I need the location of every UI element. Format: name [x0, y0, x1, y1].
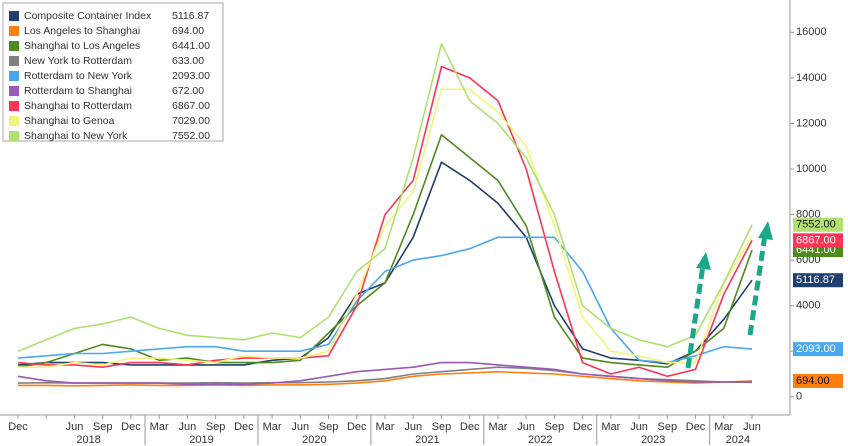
x-tick-label: Jun [517, 421, 535, 433]
legend-label: Shanghai to Los Angeles [24, 40, 140, 52]
legend-swatch [9, 41, 19, 51]
x-tick-label: Mar [263, 421, 282, 433]
x-tick-label: Jun [66, 421, 84, 433]
x-tick-label: Jun [291, 421, 309, 433]
series-line [17, 361, 753, 386]
y-tick-label: 0 [796, 391, 802, 403]
value-tag [793, 342, 843, 357]
arrow-head [758, 221, 773, 240]
x-tick-label: Jun [404, 421, 422, 433]
year-label: 2020 [302, 434, 326, 446]
legend-label: Rotterdam to New York [24, 70, 133, 82]
legend-label: Shanghai to Genoa [24, 115, 115, 127]
series-line [17, 134, 753, 369]
x-tick-label: Sep [545, 421, 565, 433]
year-label: 2022 [528, 434, 552, 446]
x-tick-label: Jun [630, 421, 648, 433]
x-tick-label: Jun [179, 421, 197, 433]
value-tag-label: 5116.87 [796, 274, 835, 286]
legend-value: 5116.87 [172, 10, 209, 22]
legend-swatch [9, 71, 19, 81]
y-tick-label: 10000 [796, 163, 827, 175]
legend-swatch [9, 11, 19, 21]
legend-swatch [9, 101, 19, 111]
legend-label: Composite Container Index [24, 10, 152, 22]
x-tick-label: Sep [206, 421, 226, 433]
x-tick-label: Mar [376, 421, 395, 433]
value-tag-label: 7552.00 [796, 219, 836, 231]
legend-label: Shanghai to New York [24, 130, 128, 142]
series-line [17, 65, 753, 378]
y-tick-label: 14000 [796, 72, 827, 84]
legend-swatch [9, 26, 19, 36]
legend-box [2, 2, 224, 142]
arrow [685, 264, 706, 369]
value-tag-label: 2093.00 [796, 343, 836, 355]
value-tag [793, 217, 843, 232]
value-tag [793, 273, 843, 288]
series-line [17, 42, 753, 352]
x-tick-label: Sep [319, 421, 339, 433]
legend-swatch [9, 86, 19, 96]
legend-label: Los Angeles to Shanghai [24, 25, 140, 37]
legend-value: 672.00 [172, 85, 204, 97]
series-line [17, 236, 753, 364]
x-tick-label: Dec [121, 421, 141, 433]
legend-label: Rotterdam to Shanghai [24, 85, 132, 97]
legend-value: 633.00 [172, 55, 204, 67]
arrow-head [696, 252, 711, 270]
y-tick-label: 4000 [796, 300, 820, 312]
value-tag [793, 233, 843, 248]
legend-label: Shanghai to Rotterdam [24, 100, 132, 112]
x-tick-label: Dec [460, 421, 480, 433]
legend-value: 7029.00 [172, 115, 210, 127]
legend-value: 694.00 [172, 25, 204, 37]
lines [17, 42, 753, 387]
year-label: 2021 [415, 434, 439, 446]
year-label: 2019 [189, 434, 213, 446]
legend-label: New York to Rotterdam [24, 55, 132, 67]
arrows [685, 221, 773, 369]
value-tag-label: 694.00 [796, 375, 830, 387]
x-tick-label: Sep [93, 421, 113, 433]
legend-swatch [9, 56, 19, 66]
value-tag-label: 6867.00 [796, 234, 836, 246]
series-line [18, 370, 753, 387]
x-tick-label: Sep [658, 421, 678, 433]
legend-value: 6441.00 [172, 40, 210, 52]
series-line [18, 88, 753, 369]
y-tick-label: 16000 [796, 26, 827, 38]
value-tag [793, 373, 843, 388]
y-tick-label: 12000 [796, 117, 827, 129]
x-tick-label: Mar [714, 421, 733, 433]
legend-value: 2093.00 [172, 70, 210, 82]
x-tick-label: Sep [432, 421, 452, 433]
year-label: 2024 [726, 434, 750, 446]
x-tick-label: Mar [601, 421, 620, 433]
legend-value: 7552.00 [172, 130, 210, 142]
year-label: 2018 [76, 434, 100, 446]
y-tick-label: 8000 [796, 208, 820, 220]
x-tick-label: Dec [347, 421, 367, 433]
legend-value: 6867.00 [172, 100, 210, 112]
legend: Composite Container Index 5116.87 Los Ange… [2, 2, 224, 142]
x-tick-label: Mar [150, 421, 169, 433]
legend-swatch [9, 116, 19, 126]
year-label: 2023 [641, 434, 665, 446]
x-tick-label: Dec [686, 421, 706, 433]
x-tick-label: Jun [743, 421, 761, 433]
x-tick-label: Mar [488, 421, 507, 433]
x-tick-label: Dec [573, 421, 593, 433]
x-tick-label: Dec [234, 421, 254, 433]
legend-swatch [9, 131, 19, 141]
x-tick-label: Dec [8, 421, 28, 433]
arrow [747, 234, 768, 336]
